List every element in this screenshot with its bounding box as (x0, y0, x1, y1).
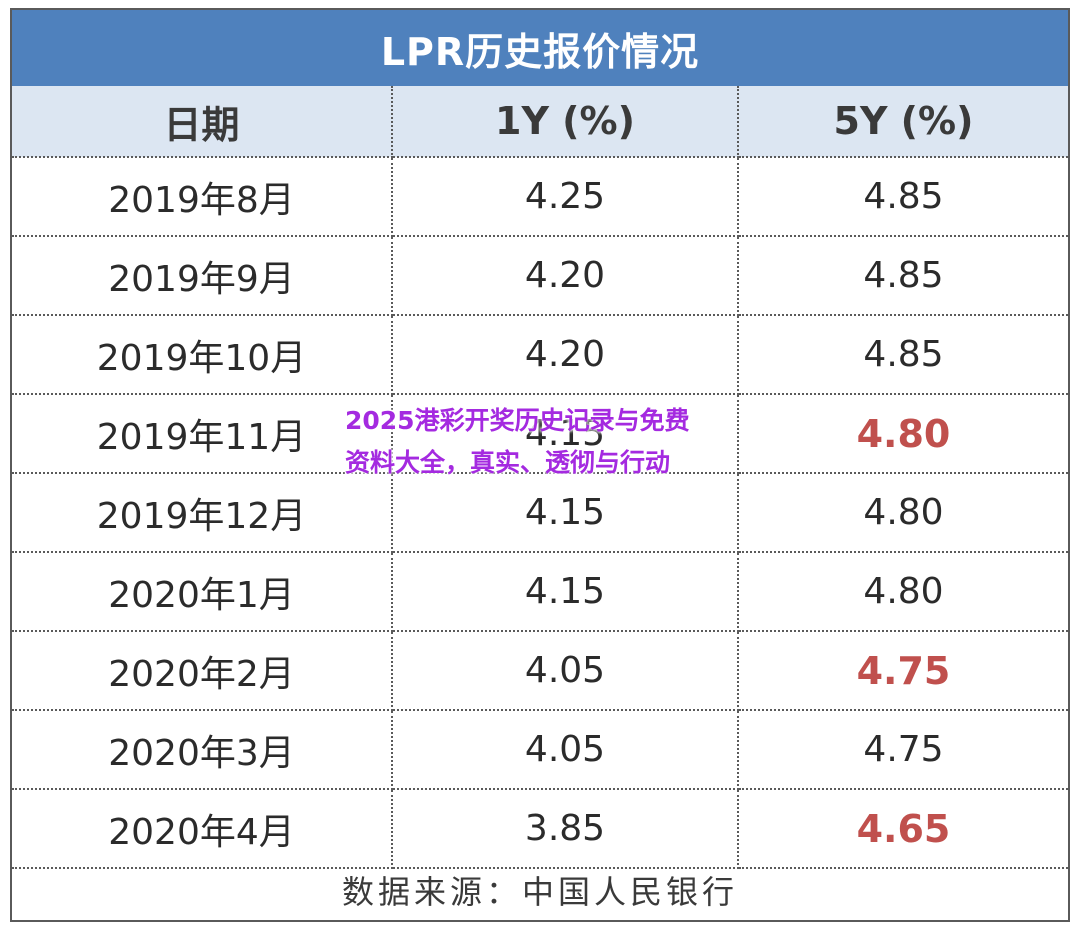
cell-5y-rate: 4.85 (738, 315, 1068, 395)
cell-date: 2020年3月 (12, 710, 393, 790)
cell-5y-rate: 4.75 (738, 631, 1068, 711)
table-row: 2020年1月 4.15 4.80 (12, 552, 1068, 632)
cell-date: 2019年8月 (12, 157, 393, 237)
cell-date: 2020年2月 (12, 631, 393, 711)
table-row: 2020年4月 3.85 4.65 (12, 789, 1068, 869)
cell-1y-rate: 4.05 (392, 710, 739, 790)
table-row: 2019年9月 4.20 4.85 (12, 236, 1068, 316)
cell-5y-rate: 4.75 (738, 710, 1068, 790)
cell-5y-rate: 4.65 (738, 789, 1068, 869)
cell-1y-rate: 4.15 (392, 394, 739, 474)
cell-1y-rate: 4.25 (392, 157, 739, 237)
table-row: 2019年12月 4.15 4.80 (12, 473, 1068, 553)
cell-date: 2020年1月 (12, 552, 393, 632)
cell-1y-rate: 4.20 (392, 315, 739, 395)
cell-date: 2019年9月 (12, 236, 393, 316)
column-header-5y: 5Y (%) (738, 86, 1068, 158)
overlay-caption-line-2: 资料大全，真实、透彻与行动 (345, 448, 671, 477)
cell-date: 2019年12月 (12, 473, 393, 553)
table-title: LPR历史报价情况 (12, 10, 1068, 86)
cell-5y-rate: 4.85 (738, 157, 1068, 237)
column-header-date: 日期 (12, 86, 393, 158)
table-row: 2019年11月 4.15 4.80 (12, 394, 1068, 474)
table-row: 2019年8月 4.25 4.85 (12, 157, 1068, 237)
cell-date: 2020年4月 (12, 789, 393, 869)
header-row: 日期 1Y (%) 5Y (%) (12, 86, 1068, 158)
data-source-note: 数据来源：中国人民银行 (341, 873, 738, 911)
overlay-caption: 2025港彩开奖历史记录与免费 资料大全，真实、透彻与行动 (345, 400, 745, 484)
cell-1y-rate: 4.20 (392, 236, 739, 316)
cell-5y-rate: 4.80 (738, 473, 1068, 553)
lpr-table-panel: LPR历史报价情况 日期 1Y (%) 5Y (%) 2019年8月 4.25 4.… (10, 8, 1070, 922)
table-row: 2020年2月 4.05 4.75 (12, 631, 1068, 711)
table-row: 2020年3月 4.05 4.75 (12, 710, 1068, 790)
cell-1y-rate: 4.15 (392, 473, 739, 553)
cell-date: 2019年11月 (12, 394, 393, 474)
cell-5y-rate: 4.85 (738, 236, 1068, 316)
overlay-caption-line-1: 2025港彩开奖历史记录与免费 (345, 406, 690, 435)
cell-5y-rate: 4.80 (738, 394, 1068, 474)
lpr-table: 日期 1Y (%) 5Y (%) 2019年8月 4.25 4.85 2019年9月 4… (12, 86, 1068, 869)
table-row: 2019年10月 4.20 4.85 (12, 315, 1068, 395)
column-header-1y: 1Y (%) (392, 86, 739, 158)
cell-1y-rate: 3.85 (392, 789, 739, 869)
cell-1y-rate: 4.05 (392, 631, 739, 711)
cell-1y-rate: 4.15 (392, 552, 739, 632)
cell-date: 2019年10月 (12, 315, 393, 395)
cell-5y-rate: 4.80 (738, 552, 1068, 632)
